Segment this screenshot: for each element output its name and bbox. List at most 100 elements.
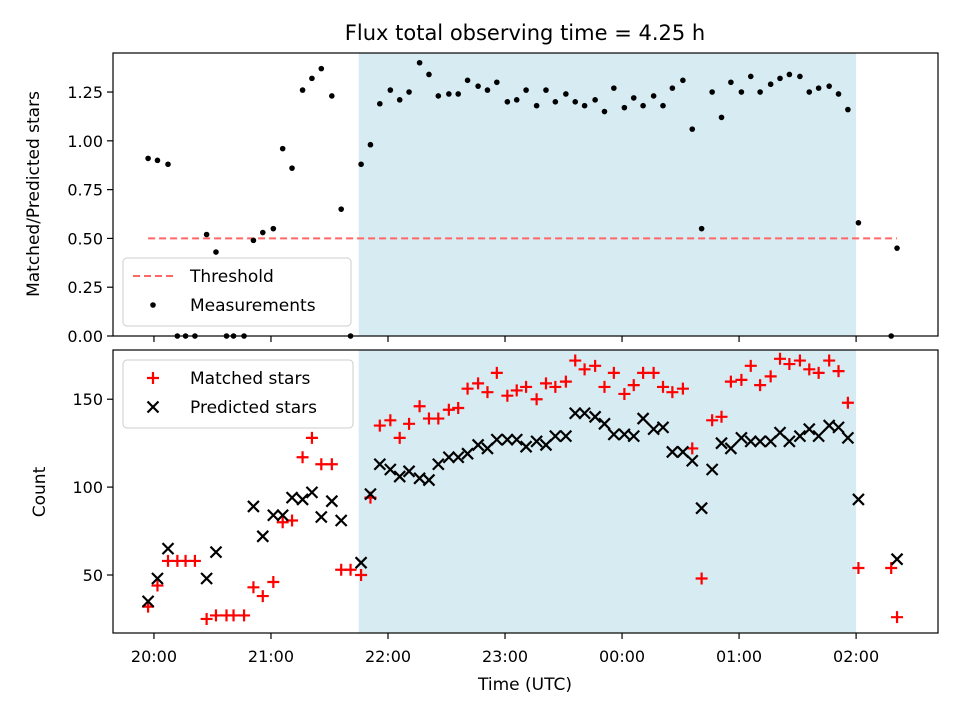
legend-box — [122, 257, 352, 327]
matched-point — [209, 609, 222, 622]
matched-point — [774, 352, 787, 365]
predicted-point — [568, 407, 582, 420]
measurement-point — [611, 85, 617, 91]
measurement-point — [680, 77, 686, 84]
x-tick-label: 00:00 — [599, 647, 645, 666]
measurement-point — [367, 141, 374, 148]
predicted-point — [141, 595, 155, 608]
legend-box — [122, 359, 354, 429]
measurement-point — [494, 79, 500, 86]
measurement-point — [475, 83, 481, 89]
measurement-point — [513, 97, 520, 103]
predicted-point — [812, 429, 825, 443]
matched-point — [832, 365, 845, 378]
matched-point — [559, 375, 572, 388]
predicted-point — [666, 445, 679, 459]
matched-point — [647, 366, 660, 379]
legend-predicted-label: Predicted stars — [190, 398, 317, 418]
predicted-point — [607, 428, 621, 441]
predicted-point — [618, 428, 631, 441]
predicted-point — [151, 572, 164, 585]
x-tick-label: 01:00 — [716, 647, 762, 666]
matched-point — [227, 609, 240, 622]
matched-point — [852, 561, 865, 574]
matched-point — [256, 590, 269, 603]
plot-frame — [112, 52, 939, 337]
predicted-point — [256, 530, 270, 543]
observing-window-band — [358, 350, 857, 633]
matched-point — [384, 414, 397, 427]
matched-point — [744, 359, 757, 372]
predicted-point — [276, 508, 289, 522]
predicted-point — [209, 545, 223, 559]
legend-matched-label: Matched stars — [190, 369, 310, 389]
predicted-point — [364, 487, 377, 501]
predicted-point — [724, 442, 738, 455]
measurement-point — [601, 108, 608, 115]
bottom-panel: 50 100 150 20:00 21:00 22:00 23:00 00:00 01:00 02… — [72, 349, 939, 666]
x-tick-label: 02:00 — [833, 647, 879, 666]
matched-point — [657, 380, 669, 393]
matched-point — [481, 386, 494, 399]
measurement-point — [455, 91, 462, 97]
predicted-point — [305, 486, 319, 499]
plot-frame — [112, 349, 939, 634]
measurement-point — [213, 249, 219, 255]
predicted-point — [413, 472, 426, 485]
measurement-point — [309, 75, 315, 82]
predicted-point — [588, 410, 602, 424]
predicted-point — [501, 433, 514, 446]
predicted-point — [471, 438, 485, 452]
measurement-point — [835, 91, 842, 97]
matched-point — [373, 419, 386, 432]
measurement-point — [338, 206, 344, 212]
matched-point — [823, 354, 836, 367]
y-tick-label: 1.25 — [67, 83, 103, 102]
predicted-point — [852, 493, 865, 506]
predicted-point — [744, 435, 758, 448]
y-tick-label: 0.50 — [67, 229, 103, 248]
y-tick-label: 0.00 — [67, 327, 103, 346]
measurement-point — [563, 91, 569, 97]
matched-point — [344, 563, 357, 576]
matched-point — [188, 554, 201, 567]
measurement-point — [669, 85, 676, 91]
predicted-point — [200, 572, 213, 585]
measurement-point — [270, 225, 277, 232]
measurement-point — [446, 91, 452, 97]
measurement-point — [572, 98, 579, 105]
matched-point — [891, 611, 904, 624]
matched-point — [793, 354, 806, 367]
predicted-point — [510, 433, 524, 446]
x-tick-label: 22:00 — [365, 647, 411, 666]
measurement-point — [630, 95, 637, 101]
predicted-point — [735, 431, 748, 445]
measurement-point — [416, 59, 423, 66]
matched-point — [569, 354, 582, 367]
x-tick-label: 20:00 — [131, 647, 177, 666]
matched-point — [841, 396, 854, 409]
predicted-point — [432, 457, 445, 471]
predicted-point — [753, 435, 767, 448]
matched-point — [296, 451, 309, 464]
predicted-point — [393, 470, 406, 483]
predicted-point — [296, 493, 309, 506]
measurement-point — [552, 98, 559, 105]
matched-point — [812, 366, 825, 379]
measurement-point — [289, 165, 295, 171]
predicted-point — [519, 440, 533, 453]
predicted-point — [247, 500, 260, 513]
measurement-point — [396, 97, 403, 103]
predicted-point — [451, 450, 465, 464]
predicted-point — [549, 429, 562, 443]
predicted-point — [822, 419, 836, 432]
measurement-point — [797, 73, 803, 80]
matched-point — [618, 387, 631, 400]
measurement-point — [387, 87, 394, 93]
predicted-point — [685, 454, 699, 468]
matched-point — [706, 414, 719, 427]
measurement-point — [329, 93, 335, 99]
predicted-point — [559, 429, 573, 443]
predicted-point — [315, 510, 328, 524]
